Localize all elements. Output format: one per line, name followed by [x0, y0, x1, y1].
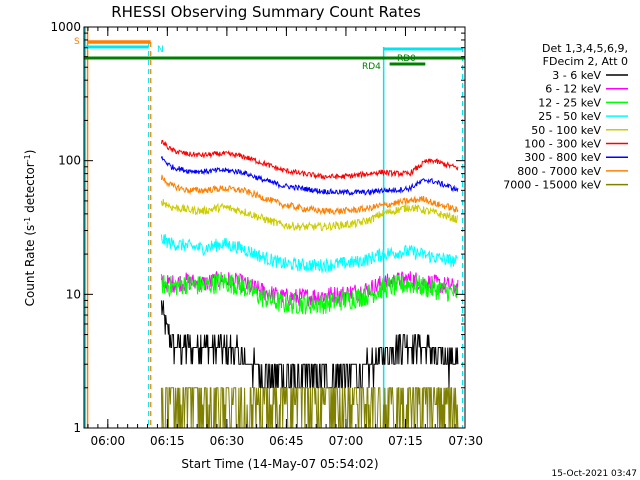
timestamp-stamp: 15-Oct-2021 03:47: [552, 469, 637, 479]
rd0-flag-label: RD0: [397, 54, 416, 64]
series-line-4: [160, 199, 458, 232]
y-axis-label-end: ): [23, 150, 37, 155]
n-flag-label: N: [157, 45, 164, 55]
legend-entry-label: 7000 - 15000 keV: [503, 179, 601, 192]
y-axis-label-sup2: -1: [23, 154, 32, 162]
legend-header-line2: FDecim 2, Att 0: [543, 55, 628, 68]
series-line-0: [160, 300, 459, 389]
y-tick-label: 10: [66, 287, 81, 301]
series-line-7: [160, 174, 459, 216]
x-tick-label: 07:15: [388, 434, 423, 448]
legend: Det 1,3,4,5,6,9, FDecim 2, Att 0 3 - 6 k…: [503, 42, 628, 192]
x-tick-label: 06:45: [269, 434, 304, 448]
y-tick-label: 100: [58, 154, 81, 168]
y-axis-label-main: Count Rate (s: [23, 225, 37, 307]
y-tick-label: 1000: [50, 20, 81, 34]
y-axis-label-mid: detector: [23, 162, 37, 217]
series-line-3: [160, 233, 459, 274]
x-tick-label: 06:15: [150, 434, 185, 448]
y-tick-label: 1: [73, 421, 81, 435]
legend-entry-label: 25 - 50 keV: [538, 110, 601, 123]
legend-entry-label: 300 - 800 keV: [524, 151, 601, 164]
legend-entry-label: 12 - 25 keV: [538, 96, 601, 109]
legend-entry-label: 6 - 12 keV: [545, 83, 601, 96]
series-line-1: [160, 271, 459, 307]
legend-entry-label: 100 - 300 keV: [524, 138, 601, 151]
rd4-flag-label: RD4: [362, 62, 381, 72]
x-tick-label: 07:30: [448, 434, 483, 448]
x-tick-label: 06:30: [210, 434, 245, 448]
y-axis-label: Count Rate (s-1 detector-1): [23, 150, 38, 307]
legend-entry-label: 3 - 6 keV: [552, 69, 601, 82]
series-line-2: [160, 273, 459, 315]
legend-header-line1: Det 1,3,4,5,6,9,: [542, 42, 628, 55]
chart-title: RHESSI Observing Summary Count Rates: [111, 3, 421, 21]
series-line-8: [160, 387, 459, 429]
legend-entry-label: 50 - 100 keV: [531, 124, 601, 137]
legend-entry-label: 800 - 7000 keV: [517, 165, 601, 178]
y-axis-label-sup1: -1: [23, 217, 32, 225]
series-layer: [160, 140, 459, 429]
s-flag-label: S: [74, 37, 80, 47]
plot-frame: [83, 26, 466, 429]
series-line-5: [160, 140, 459, 180]
x-axis-label: Start Time (14-May-07 05:54:02): [181, 457, 378, 471]
x-tick-label: 07:00: [329, 434, 364, 448]
axis-layer: 1 10 100 1000 06:00 06:15 06:30 06:45 07:00 07:15…: [50, 20, 483, 448]
x-tick-label: 06:00: [91, 434, 126, 448]
series-line-6: [160, 156, 459, 196]
